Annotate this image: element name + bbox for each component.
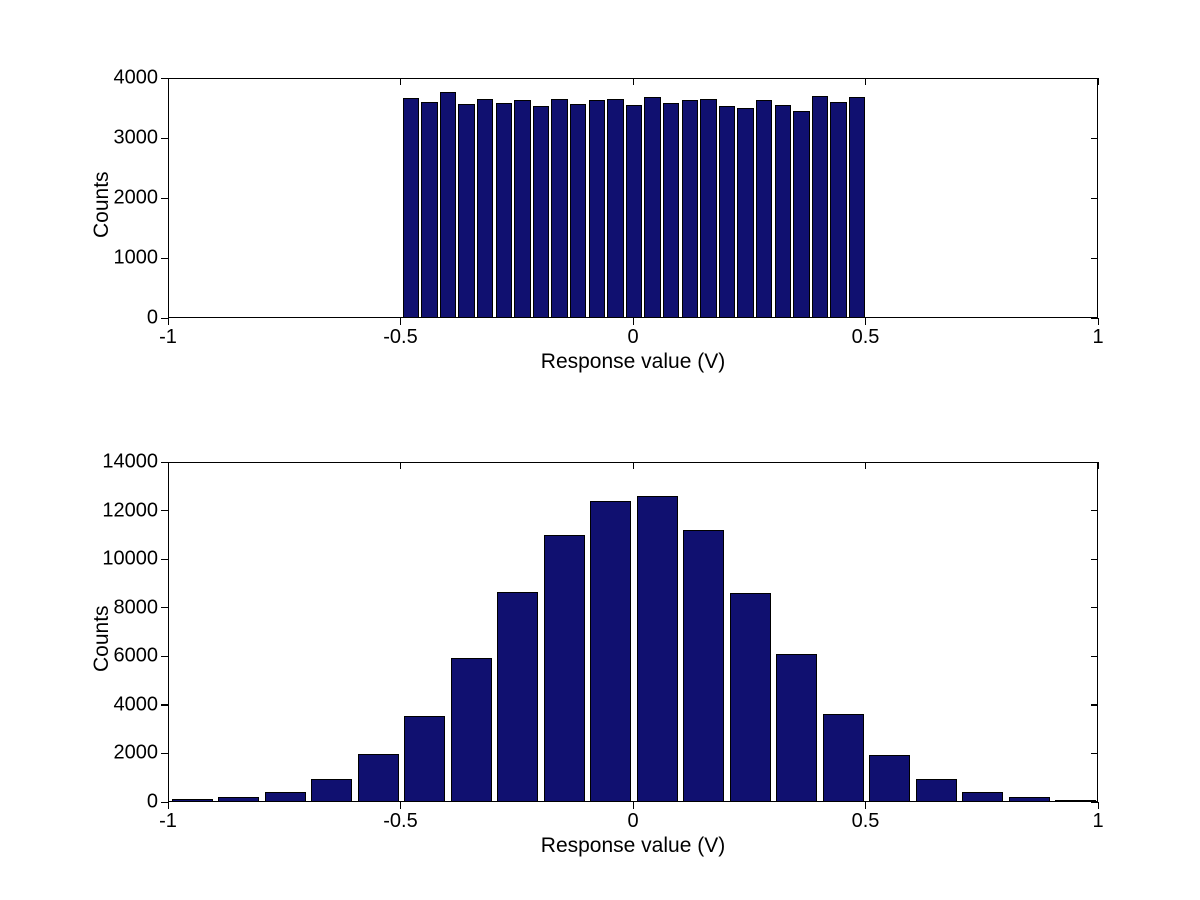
bottom_chart-ytick-label: 8000 (114, 596, 159, 619)
bottom_chart-bar (730, 593, 771, 801)
bottom_chart-ytick-label: 10000 (102, 548, 158, 571)
bottom_chart-ytick (161, 802, 168, 803)
bottom_chart-xtick (1098, 802, 1099, 809)
bottom_chart-xtick-label: 0 (627, 810, 638, 833)
bottom_chart-ytick-right (1091, 607, 1098, 608)
bottom_chart-bar (311, 779, 352, 801)
bottom_chart-ytick (161, 510, 168, 511)
bottom_chart-ytick-right (1091, 704, 1098, 705)
bottom_chart-bar (404, 716, 445, 801)
bottom_chart-xtick-top (1098, 462, 1099, 469)
bottom_chart-bar (916, 779, 957, 801)
bottom_chart-bar (869, 755, 910, 801)
bottom_chart-ylabel: Counts (90, 605, 114, 672)
bottom_chart-bar (776, 654, 817, 801)
bottom_chart-ytick-right (1091, 656, 1098, 657)
bottom_chart-bar (590, 501, 631, 801)
bottom_chart-xtick-label: 1 (1092, 810, 1103, 833)
bottom_chart-xtick-top (633, 462, 634, 469)
bottom_chart-ytick (161, 704, 168, 705)
bottom_chart-xtick-label: -1 (159, 810, 177, 833)
bottom_chart-bar (218, 797, 259, 801)
bottom_chart-bar (172, 799, 213, 801)
bottom_chart-ytick-right (1091, 802, 1098, 803)
bottom_chart-bar (497, 592, 538, 801)
bottom_chart-bar (265, 792, 306, 801)
figure: -1-0.500.5101000200030004000Response val… (0, 0, 1200, 900)
bottom_chart-ytick (161, 656, 168, 657)
bottom_chart-xtick-label: -0.5 (383, 810, 417, 833)
bottom_chart-bar (823, 714, 864, 801)
bottom_chart-ytick (161, 559, 168, 560)
bottom_chart-ytick-right (1091, 559, 1098, 560)
bottom_chart-bar (683, 530, 724, 801)
bottom_chart-ytick-label: 6000 (114, 645, 159, 668)
bottom_chart-xtick (865, 802, 866, 809)
bottom_chart-xtick (168, 802, 169, 809)
bottom_chart-xtick (400, 802, 401, 809)
bottom_chart-xtick-top (400, 462, 401, 469)
bottom_chart-ytick-label: 0 (147, 791, 158, 814)
bottom_chart-bar (358, 754, 399, 801)
bottom_chart-xtick-top (168, 462, 169, 469)
bottom_chart-bar (637, 496, 678, 801)
bottom_chart-bar (962, 792, 1003, 801)
bottom_chart-xtick (633, 802, 634, 809)
bottom_chart-ytick-label: 2000 (114, 742, 159, 765)
bottom_chart-xlabel: Response value (V) (168, 834, 1098, 858)
bottom_chart-plot-area (168, 462, 1098, 802)
bottom_chart-ytick-label: 14000 (102, 451, 158, 474)
bottom_chart-ytick (161, 753, 168, 754)
bottom_chart-bar (1009, 797, 1050, 801)
bottom_chart-ytick (161, 462, 168, 463)
bottom_chart-ytick-right (1091, 462, 1098, 463)
bottom_chart-xtick-top (865, 462, 866, 469)
bottom_chart-ytick-right (1091, 753, 1098, 754)
bottom_chart-panel: -1 -0.5 0 0.5 1 0 2000 4000 6000 8000 10000 12000 14… (0, 0, 1200, 900)
bottom_chart-ytick (161, 607, 168, 608)
bottom_chart-ytick-label: 4000 (114, 693, 159, 716)
bottom_chart-bar (544, 535, 585, 801)
bottom_chart-ytick-right (1091, 510, 1098, 511)
bottom_chart-bar (451, 658, 492, 801)
bottom_chart-xtick-label: 0.5 (852, 810, 880, 833)
bottom_chart-ytick-label: 12000 (102, 499, 158, 522)
